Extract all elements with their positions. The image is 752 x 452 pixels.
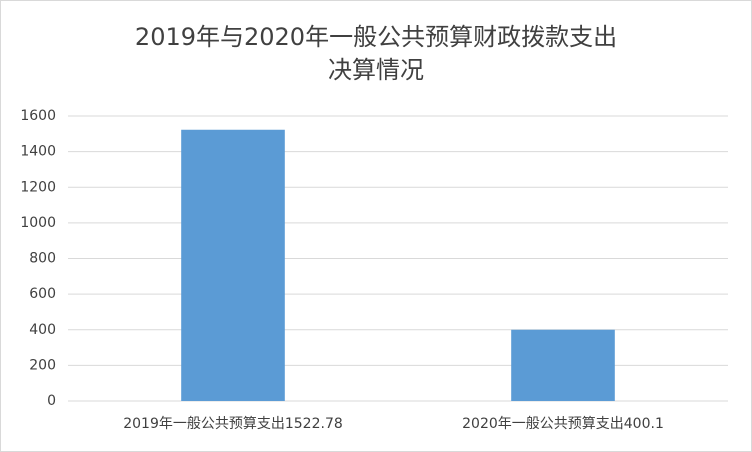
y-tick-label: 400 — [29, 322, 56, 338]
chart-title: 决算情况 — [328, 56, 424, 84]
y-tick-label: 1600 — [20, 108, 56, 124]
y-tick-label: 1200 — [20, 179, 56, 195]
y-tick-label: 0 — [47, 393, 56, 409]
y-tick-label: 1000 — [20, 215, 56, 231]
bar — [511, 329, 615, 401]
bar — [181, 129, 285, 401]
y-tick-label: 1400 — [20, 144, 56, 160]
y-tick-label: 800 — [29, 251, 56, 267]
x-tick-label: 2020年一般公共预算支出400.1 — [462, 416, 664, 432]
y-tick-label: 200 — [29, 357, 56, 373]
y-tick-label: 600 — [29, 286, 56, 302]
x-tick-label: 2019年一般公共预算支出1522.78 — [123, 416, 343, 432]
chart-title: 2019年与2020年一般公共预算财政拨款支出 — [135, 23, 617, 51]
